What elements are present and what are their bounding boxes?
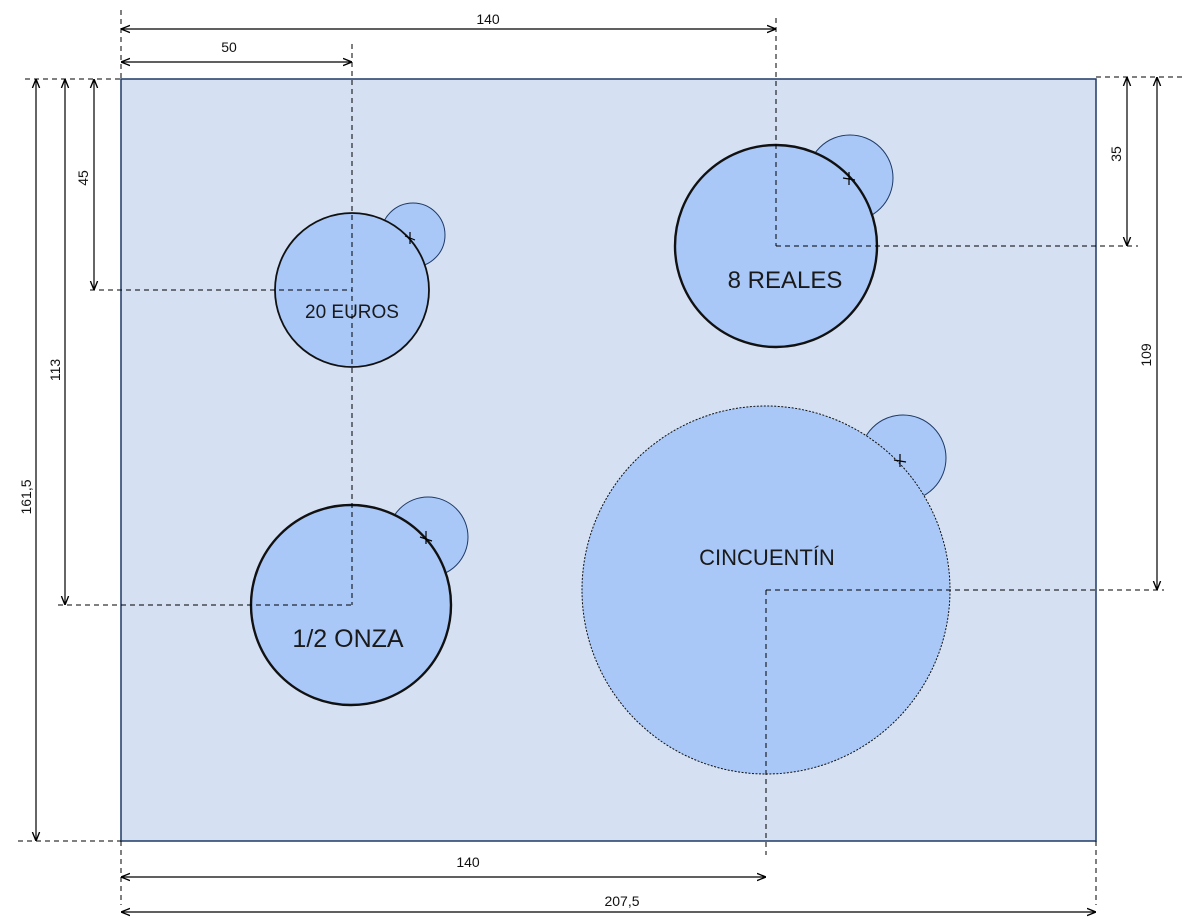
coin-20-euros-label: 20 EUROS (305, 302, 399, 323)
dim-label-right-109: 109 (1138, 343, 1154, 367)
dim-label-top-140: 140 (476, 11, 500, 27)
coin-half-onza-notch-mark (419, 531, 433, 544)
coin-cincuentin-label: CINCUENTÍN (699, 545, 835, 570)
dim-label-left-161-5: 161,5 (18, 479, 34, 514)
coin-half-onza-label: 1/2 ONZA (292, 625, 403, 653)
dim-label-bottom-207-5: 207,5 (604, 893, 639, 909)
coin-cincuentin-notch-mark (893, 454, 907, 467)
dim-label-left-113: 113 (47, 359, 63, 382)
guide-lines (18, 10, 1182, 905)
dim-label-bottom-140: 140 (456, 854, 480, 870)
board-panel (120, 78, 1097, 842)
coin-8-reales-notch-mark (842, 172, 856, 185)
dimension-lines (36, 29, 1157, 912)
dimension-labels: 140 50 45 113 161,5 35 109 140 207,5 (18, 11, 1154, 909)
coin-8-reales-label: 8 REALES (728, 267, 843, 294)
coin-20-euros-notch-mark (404, 232, 416, 244)
dim-label-top-50: 50 (221, 39, 237, 55)
dim-label-left-45: 45 (75, 170, 91, 186)
dim-label-right-35: 35 (1108, 146, 1124, 162)
